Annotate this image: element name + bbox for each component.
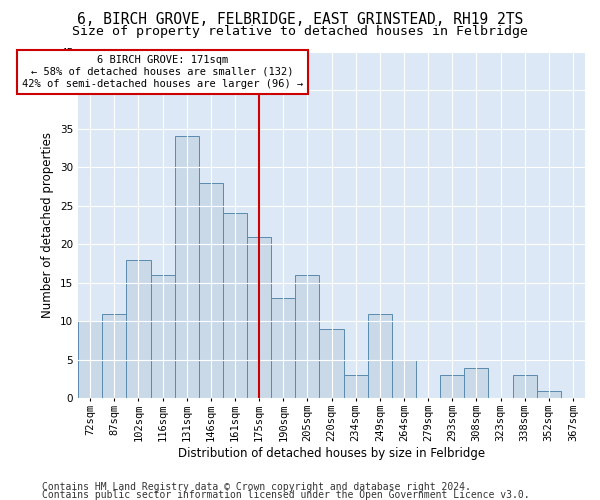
Bar xyxy=(127,260,151,398)
Bar xyxy=(102,314,127,398)
Bar xyxy=(271,298,295,398)
Text: 6 BIRCH GROVE: 171sqm
← 58% of detached houses are smaller (132)
42% of semi-det: 6 BIRCH GROVE: 171sqm ← 58% of detached … xyxy=(22,56,303,88)
Text: 6, BIRCH GROVE, FELBRIDGE, EAST GRINSTEAD, RH19 2TS: 6, BIRCH GROVE, FELBRIDGE, EAST GRINSTEA… xyxy=(77,12,523,28)
Y-axis label: Number of detached properties: Number of detached properties xyxy=(41,132,55,318)
X-axis label: Distribution of detached houses by size in Felbridge: Distribution of detached houses by size … xyxy=(178,447,485,460)
Bar xyxy=(151,275,175,398)
Text: Contains public sector information licensed under the Open Government Licence v3: Contains public sector information licen… xyxy=(42,490,530,500)
Bar xyxy=(440,376,464,398)
Bar xyxy=(247,236,271,398)
Text: Size of property relative to detached houses in Felbridge: Size of property relative to detached ho… xyxy=(72,25,528,38)
Bar xyxy=(512,376,537,398)
Bar xyxy=(392,360,416,399)
Bar xyxy=(368,314,392,398)
Bar xyxy=(175,136,199,398)
Bar xyxy=(319,329,344,398)
Bar xyxy=(344,376,368,398)
Text: Contains HM Land Registry data © Crown copyright and database right 2024.: Contains HM Land Registry data © Crown c… xyxy=(42,482,471,492)
Bar xyxy=(464,368,488,398)
Bar xyxy=(199,182,223,398)
Bar xyxy=(223,214,247,398)
Bar xyxy=(295,275,319,398)
Bar xyxy=(78,322,102,398)
Bar xyxy=(537,390,561,398)
